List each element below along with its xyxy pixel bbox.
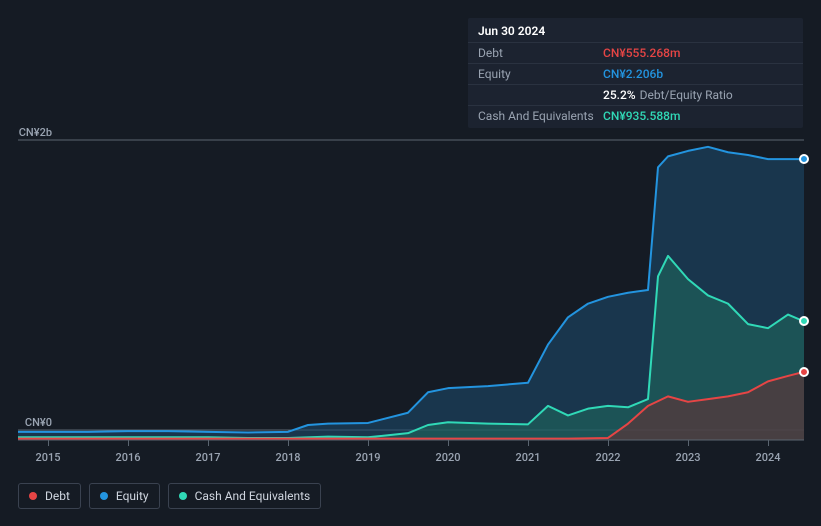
y-axis-tick-label: CN¥2b xyxy=(12,126,52,139)
x-axis-tick-label: 2015 xyxy=(35,451,60,464)
x-axis-tick-label: 2016 xyxy=(115,451,140,464)
area-chart xyxy=(0,0,821,526)
legend: Debt Equity Cash And Equivalents xyxy=(18,483,321,509)
legend-dot-icon xyxy=(179,492,187,500)
legend-label: Cash And Equivalents xyxy=(195,489,311,503)
x-axis-tick-label: 2023 xyxy=(675,451,700,464)
x-axis-tick xyxy=(368,440,369,446)
x-axis-tick-label: 2022 xyxy=(595,451,620,464)
x-axis-tick xyxy=(128,440,129,446)
x-axis-tick xyxy=(768,440,769,446)
x-axis-tick xyxy=(208,440,209,446)
x-axis-tick-label: 2019 xyxy=(355,451,380,464)
series-end-marker xyxy=(799,154,809,164)
legend-dot-icon xyxy=(29,492,37,500)
legend-label: Equity xyxy=(116,489,149,503)
series-end-marker xyxy=(799,316,809,326)
y-axis-tick-label: CN¥0 xyxy=(12,416,52,429)
x-axis-tick xyxy=(288,440,289,446)
x-axis-tick xyxy=(608,440,609,446)
legend-item[interactable]: Equity xyxy=(89,483,160,509)
legend-item[interactable]: Debt xyxy=(18,483,81,509)
x-axis-tick xyxy=(528,440,529,446)
x-axis-tick-label: 2017 xyxy=(195,451,220,464)
legend-dot-icon xyxy=(100,492,108,500)
x-axis-tick-label: 2024 xyxy=(755,451,780,464)
x-axis-tick xyxy=(448,440,449,446)
x-axis-tick-label: 2020 xyxy=(435,451,460,464)
series-end-marker xyxy=(799,367,809,377)
x-axis-tick xyxy=(48,440,49,446)
legend-item[interactable]: Cash And Equivalents xyxy=(168,483,322,509)
x-axis-tick xyxy=(688,440,689,446)
x-axis-tick-label: 2021 xyxy=(515,451,540,464)
x-axis-tick-label: 2018 xyxy=(275,451,300,464)
legend-label: Debt xyxy=(45,489,70,503)
